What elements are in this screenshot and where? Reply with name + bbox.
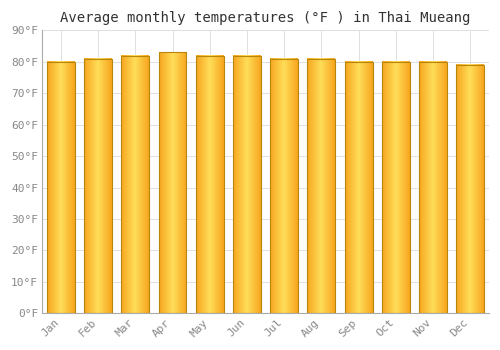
Bar: [382, 62, 410, 313]
Bar: [233, 56, 261, 313]
Bar: [308, 59, 336, 313]
Bar: [158, 52, 186, 313]
Bar: [122, 56, 150, 313]
Bar: [196, 56, 224, 313]
Bar: [344, 62, 372, 313]
Bar: [419, 62, 447, 313]
Bar: [270, 59, 298, 313]
Title: Average monthly temperatures (°F ) in Thai Mueang: Average monthly temperatures (°F ) in Th…: [60, 11, 471, 25]
Bar: [47, 62, 75, 313]
Bar: [456, 65, 484, 313]
Bar: [84, 59, 112, 313]
